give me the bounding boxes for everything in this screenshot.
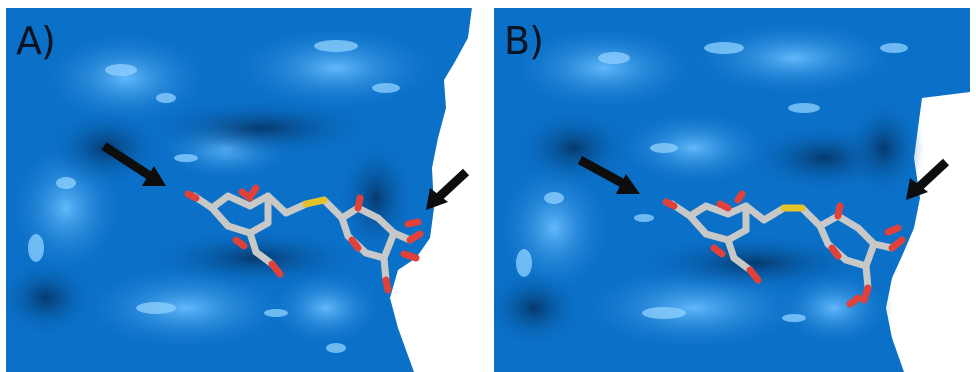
protein-surface-image-a xyxy=(6,8,482,372)
panel-label-a: A) xyxy=(16,19,56,63)
arrow-icon-right xyxy=(906,158,950,200)
arrow-icon-left xyxy=(101,142,166,186)
panel-a: A) xyxy=(6,8,482,372)
panel-label-b: B) xyxy=(504,19,544,63)
ligand-molecule xyxy=(662,190,906,308)
ligand-molecule xyxy=(184,184,424,294)
protein-surface-image-b xyxy=(494,8,970,372)
arrow-icon-right xyxy=(426,168,470,210)
panel-b: B) xyxy=(494,8,970,372)
arrow-icon-left xyxy=(577,156,640,194)
